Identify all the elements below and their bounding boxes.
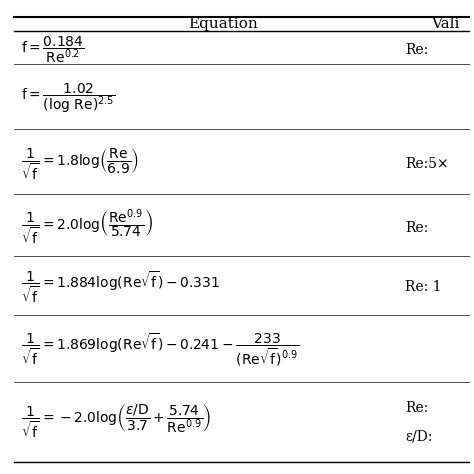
Text: Re:: Re: bbox=[405, 401, 428, 415]
Text: Vali: Vali bbox=[431, 17, 460, 31]
Text: Re:: Re: bbox=[405, 43, 428, 57]
Text: $\dfrac{1}{\sqrt{\mathrm{f}}} = -2.0\log\!\left(\dfrac{\varepsilon/\mathrm{D}}{3: $\dfrac{1}{\sqrt{\mathrm{f}}} = -2.0\log… bbox=[21, 403, 212, 440]
Text: Re:5×: Re:5× bbox=[405, 157, 449, 171]
Text: $\dfrac{1}{\sqrt{\mathrm{f}}} = 2.0\log\!\left(\dfrac{\mathrm{Re}^{0.9}}{5.74}\r: $\dfrac{1}{\sqrt{\mathrm{f}}} = 2.0\log\… bbox=[21, 208, 153, 247]
Text: $\mathrm{f} = \dfrac{0.184}{\mathrm{Re}^{0.2}}$: $\mathrm{f} = \dfrac{0.184}{\mathrm{Re}^… bbox=[21, 34, 85, 65]
Text: $\dfrac{1}{\sqrt{\mathrm{f}}} = 1.884\log(\mathrm{Re}\sqrt{\mathrm{f}}) - 0.331$: $\dfrac{1}{\sqrt{\mathrm{f}}} = 1.884\lo… bbox=[21, 270, 220, 305]
Text: $\mathrm{f} = \dfrac{1.02}{(\log\,\mathrm{Re})^{2.5}}$: $\mathrm{f} = \dfrac{1.02}{(\log\,\mathr… bbox=[21, 81, 116, 115]
Text: Re:: Re: bbox=[405, 220, 428, 235]
Text: $\dfrac{1}{\sqrt{\mathrm{f}}} = 1.869\log(\mathrm{Re}\sqrt{\mathrm{f}}) - 0.241 : $\dfrac{1}{\sqrt{\mathrm{f}}} = 1.869\lo… bbox=[21, 332, 300, 368]
Text: Re: 1: Re: 1 bbox=[405, 280, 442, 294]
Text: ε/D:: ε/D: bbox=[405, 429, 433, 443]
Text: Equation: Equation bbox=[188, 17, 258, 31]
Text: $\dfrac{1}{\sqrt{\mathrm{f}}} = 1.8\log\!\left(\dfrac{\mathrm{Re}}{6.9}\right)$: $\dfrac{1}{\sqrt{\mathrm{f}}} = 1.8\log\… bbox=[21, 146, 139, 182]
